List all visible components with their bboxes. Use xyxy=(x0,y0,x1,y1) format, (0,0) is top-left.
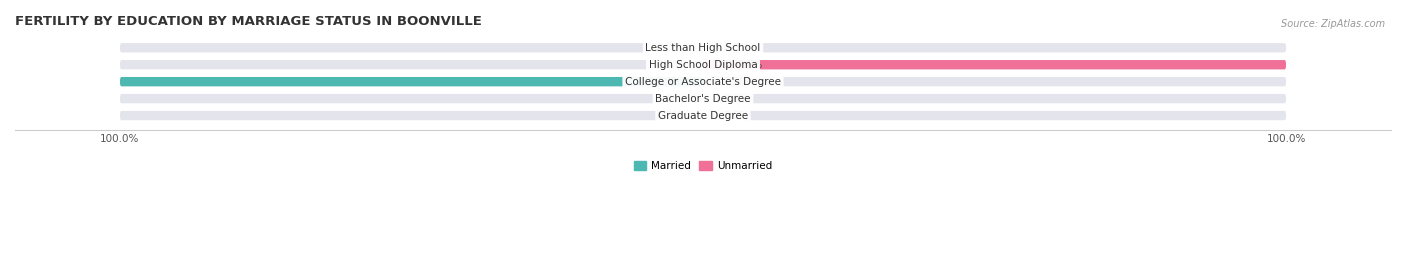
Text: Source: ZipAtlas.com: Source: ZipAtlas.com xyxy=(1281,19,1385,29)
FancyBboxPatch shape xyxy=(120,77,703,86)
FancyBboxPatch shape xyxy=(703,94,1286,103)
Legend: Married, Unmarried: Married, Unmarried xyxy=(630,157,776,175)
FancyBboxPatch shape xyxy=(120,94,703,103)
Text: High School Diploma: High School Diploma xyxy=(648,60,758,70)
FancyBboxPatch shape xyxy=(120,111,703,120)
FancyBboxPatch shape xyxy=(703,43,1286,52)
Text: 100.0%: 100.0% xyxy=(643,77,682,87)
Text: 0.0%: 0.0% xyxy=(657,43,682,53)
FancyBboxPatch shape xyxy=(120,60,703,69)
Text: 100.0%: 100.0% xyxy=(724,60,763,70)
FancyBboxPatch shape xyxy=(703,77,1286,86)
FancyBboxPatch shape xyxy=(703,60,1286,69)
Text: 0.0%: 0.0% xyxy=(724,43,749,53)
FancyBboxPatch shape xyxy=(120,77,703,86)
Text: Less than High School: Less than High School xyxy=(645,43,761,53)
Text: 0.0%: 0.0% xyxy=(657,111,682,121)
FancyBboxPatch shape xyxy=(703,60,1286,69)
Text: FERTILITY BY EDUCATION BY MARRIAGE STATUS IN BOONVILLE: FERTILITY BY EDUCATION BY MARRIAGE STATU… xyxy=(15,15,482,28)
Text: 0.0%: 0.0% xyxy=(724,111,749,121)
Text: 0.0%: 0.0% xyxy=(657,60,682,70)
FancyBboxPatch shape xyxy=(120,43,703,52)
Text: 0.0%: 0.0% xyxy=(724,77,749,87)
Text: 0.0%: 0.0% xyxy=(724,94,749,104)
Text: Graduate Degree: Graduate Degree xyxy=(658,111,748,121)
Text: Bachelor's Degree: Bachelor's Degree xyxy=(655,94,751,104)
Text: 0.0%: 0.0% xyxy=(657,94,682,104)
FancyBboxPatch shape xyxy=(703,111,1286,120)
Text: College or Associate's Degree: College or Associate's Degree xyxy=(626,77,780,87)
